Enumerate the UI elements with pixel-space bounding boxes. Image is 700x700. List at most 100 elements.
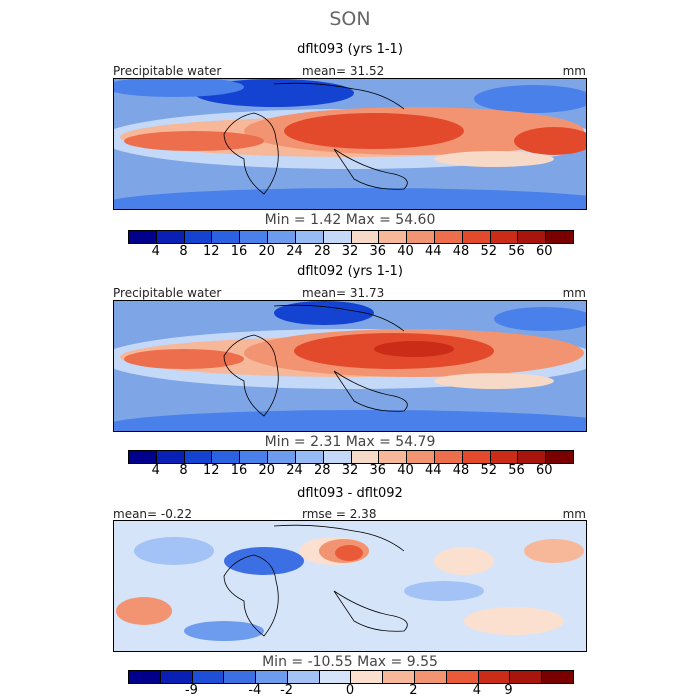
colorbar-tick-label: 16 <box>230 244 248 259</box>
panel-1-map <box>113 78 587 210</box>
panel-2-units: mm <box>562 286 586 300</box>
colorbar-segment <box>379 451 408 463</box>
colorbar-segment <box>490 231 519 243</box>
colorbar-tick-label: 48 <box>452 244 470 259</box>
panel-2-mean-label: mean= 31.73 <box>302 286 385 300</box>
colorbar-segment <box>287 671 320 683</box>
colorbar-segment <box>240 231 269 243</box>
colorbar-tick-label: 56 <box>508 244 525 259</box>
colorbar-tick-label: 32 <box>341 463 359 478</box>
colorbar-tick-label: 4 <box>151 463 160 478</box>
colorbar-tick-label: 60 <box>535 244 553 259</box>
colorbar-tick-label: 20 <box>258 463 276 478</box>
panel-3-colorbar <box>128 670 574 684</box>
panel-2-variable-label: Precipitable water <box>113 286 222 300</box>
colorbar-segment <box>434 451 463 463</box>
panel-3-map <box>113 520 587 652</box>
colorbar-tick-label: 9 <box>504 683 513 698</box>
colorbar-segment <box>379 231 408 243</box>
colorbar-segment <box>224 671 257 683</box>
colorbar-tick-label: 12 <box>202 463 220 478</box>
colorbar-segment <box>256 671 288 683</box>
panel-3-units: mm <box>562 507 586 521</box>
colorbar-tick-label: 4 <box>472 683 481 698</box>
colorbar-segment <box>268 231 296 243</box>
colorbar-segment <box>129 231 157 243</box>
colorbar-tick-label: 52 <box>480 244 498 259</box>
colorbar-tick-label: 48 <box>452 463 470 478</box>
panel-3-colorbar-ticks: -9 -4 -2 0 2 4 9 <box>128 683 574 698</box>
panel-1-minmax: Min = 1.42 Max = 54.60 <box>264 212 436 228</box>
panel-3-minmax: Min = -10.55 Max = 9.55 <box>262 654 438 670</box>
colorbar-segment <box>295 231 324 243</box>
panel-3-mean-label: mean= -0.22 <box>113 507 192 521</box>
colorbar-tick-label: 4 <box>151 244 160 259</box>
colorbar-segment <box>212 451 241 463</box>
colorbar-tick-label: 56 <box>508 463 525 478</box>
colorbar-segment <box>240 451 269 463</box>
colorbar-segment <box>192 671 225 683</box>
colorbar-segment <box>518 451 547 463</box>
colorbar-segment <box>542 671 573 683</box>
colorbar-segment <box>415 671 447 683</box>
colorbar-segment <box>546 231 573 243</box>
colorbar-tick-label: 36 <box>369 244 387 259</box>
colorbar-segment <box>129 671 161 683</box>
colorbar-tick-label: 0 <box>345 683 355 698</box>
colorbar-segment <box>319 671 352 683</box>
panel-2-title: dflt092 (yrs 1-1) <box>297 264 403 279</box>
colorbar-tick-label: 44 <box>424 244 442 259</box>
colorbar-segment <box>546 451 573 463</box>
panel-1-title: dflt093 (yrs 1-1) <box>297 42 403 57</box>
panel-3-field-svg <box>114 521 586 651</box>
panel-1-mean-label: mean= 31.52 <box>302 64 385 78</box>
colorbar-tick-label: -4 <box>248 683 262 698</box>
panel-1-colorbar <box>128 230 574 244</box>
colorbar-segment <box>268 451 296 463</box>
colorbar-segment <box>212 231 241 243</box>
panel-1-variable-label: Precipitable water <box>113 64 222 78</box>
colorbar-segment <box>156 451 185 463</box>
panel-1-field-svg <box>114 79 586 209</box>
colorbar-segment <box>323 451 352 463</box>
colorbar-tick-label: 44 <box>424 463 442 478</box>
colorbar-tick-label: 8 <box>179 463 188 478</box>
colorbar-tick-label: 24 <box>286 463 303 478</box>
season-title: SON <box>329 8 371 30</box>
colorbar-segment <box>518 231 547 243</box>
colorbar-segment <box>407 451 435 463</box>
colorbar-tick-label: 12 <box>202 244 220 259</box>
panel-2-colorbar <box>128 450 574 464</box>
panel-3-rmse-label: rmse = 2.38 <box>302 507 377 521</box>
colorbar-tick-label: 20 <box>258 244 276 259</box>
colorbar-tick-label: 28 <box>313 244 331 259</box>
colorbar-segment <box>160 671 193 683</box>
colorbar-segment <box>184 451 213 463</box>
colorbar-tick-label: 8 <box>179 244 188 259</box>
colorbar-tick-label: 36 <box>369 463 387 478</box>
colorbar-tick-label: -2 <box>280 683 294 698</box>
colorbar-segment <box>351 451 380 463</box>
panel-3-title: dflt093 - dflt092 <box>297 486 403 501</box>
colorbar-segment <box>295 451 324 463</box>
colorbar-segment <box>462 231 491 243</box>
colorbar-segment <box>462 451 491 463</box>
colorbar-segment <box>156 231 185 243</box>
colorbar-segment <box>351 231 380 243</box>
colorbar-tick-label: 16 <box>230 463 248 478</box>
colorbar-tick-label: 40 <box>397 463 414 478</box>
colorbar-segment <box>129 451 157 463</box>
panel-1-colorbar-ticks: 4 8 12 16 20 24 28 32 36 40 44 48 52 56 60 <box>128 244 574 259</box>
colorbar-segment <box>434 231 463 243</box>
colorbar-tick-label: 60 <box>535 463 553 478</box>
colorbar-segment <box>490 451 519 463</box>
colorbar-tick-label: 32 <box>341 244 359 259</box>
colorbar-segment <box>478 671 511 683</box>
colorbar-tick-label: -9 <box>184 683 198 698</box>
colorbar-tick-label: 52 <box>480 463 498 478</box>
colorbar-tick-label: 24 <box>286 244 303 259</box>
colorbar-segment <box>407 231 435 243</box>
colorbar-segment <box>184 231 213 243</box>
colorbar-segment <box>446 671 479 683</box>
panel-2-minmax: Min = 2.31 Max = 54.79 <box>264 434 436 450</box>
